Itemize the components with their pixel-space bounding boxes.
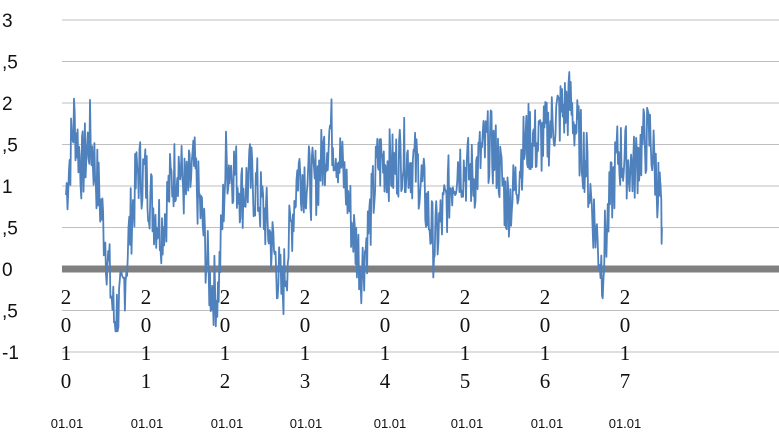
x-date-label: 01.01 xyxy=(211,416,244,431)
y-tick-label: 3 xyxy=(2,11,13,32)
x-date-label: 01.01 xyxy=(51,416,84,431)
y-tick-label: 0 xyxy=(2,260,13,281)
y-tick-label: ,5 xyxy=(2,136,18,157)
y-tick-label: -1 xyxy=(2,343,19,364)
y-tick-label: 2 xyxy=(2,94,13,115)
x-date-label: 01.01 xyxy=(609,416,642,431)
y-tick-label: 1 xyxy=(2,177,13,198)
series-line xyxy=(65,71,663,333)
x-date-label: 01.01 xyxy=(451,416,484,431)
series-lines xyxy=(65,71,663,333)
x-axis-date-labels: 01.01 01.01 01.01 01.01 01.01 01.01 01.01 01.01 xyxy=(51,416,642,431)
x-date-label: 01.01 xyxy=(290,416,323,431)
x-date-label: 01.01 xyxy=(374,416,407,431)
y-axis-ticks: -1 ,5 0 ,5 1 ,5 2 ,5 3 xyxy=(2,11,19,364)
y-tick-label: ,5 xyxy=(2,219,18,240)
y-tick-label: ,5 xyxy=(2,302,18,323)
x-axis-year-labels: 2 0 1 0 2 0 1 1 2 0 1 2 2 0 1 3 2 0 1 4 2 0 1 5 2 0 1 6 2 0 1 7 xyxy=(61,285,631,393)
x-date-label: 01.01 xyxy=(531,416,564,431)
x-date-label: 01.01 xyxy=(131,416,164,431)
y-tick-label: ,5 xyxy=(2,53,18,74)
